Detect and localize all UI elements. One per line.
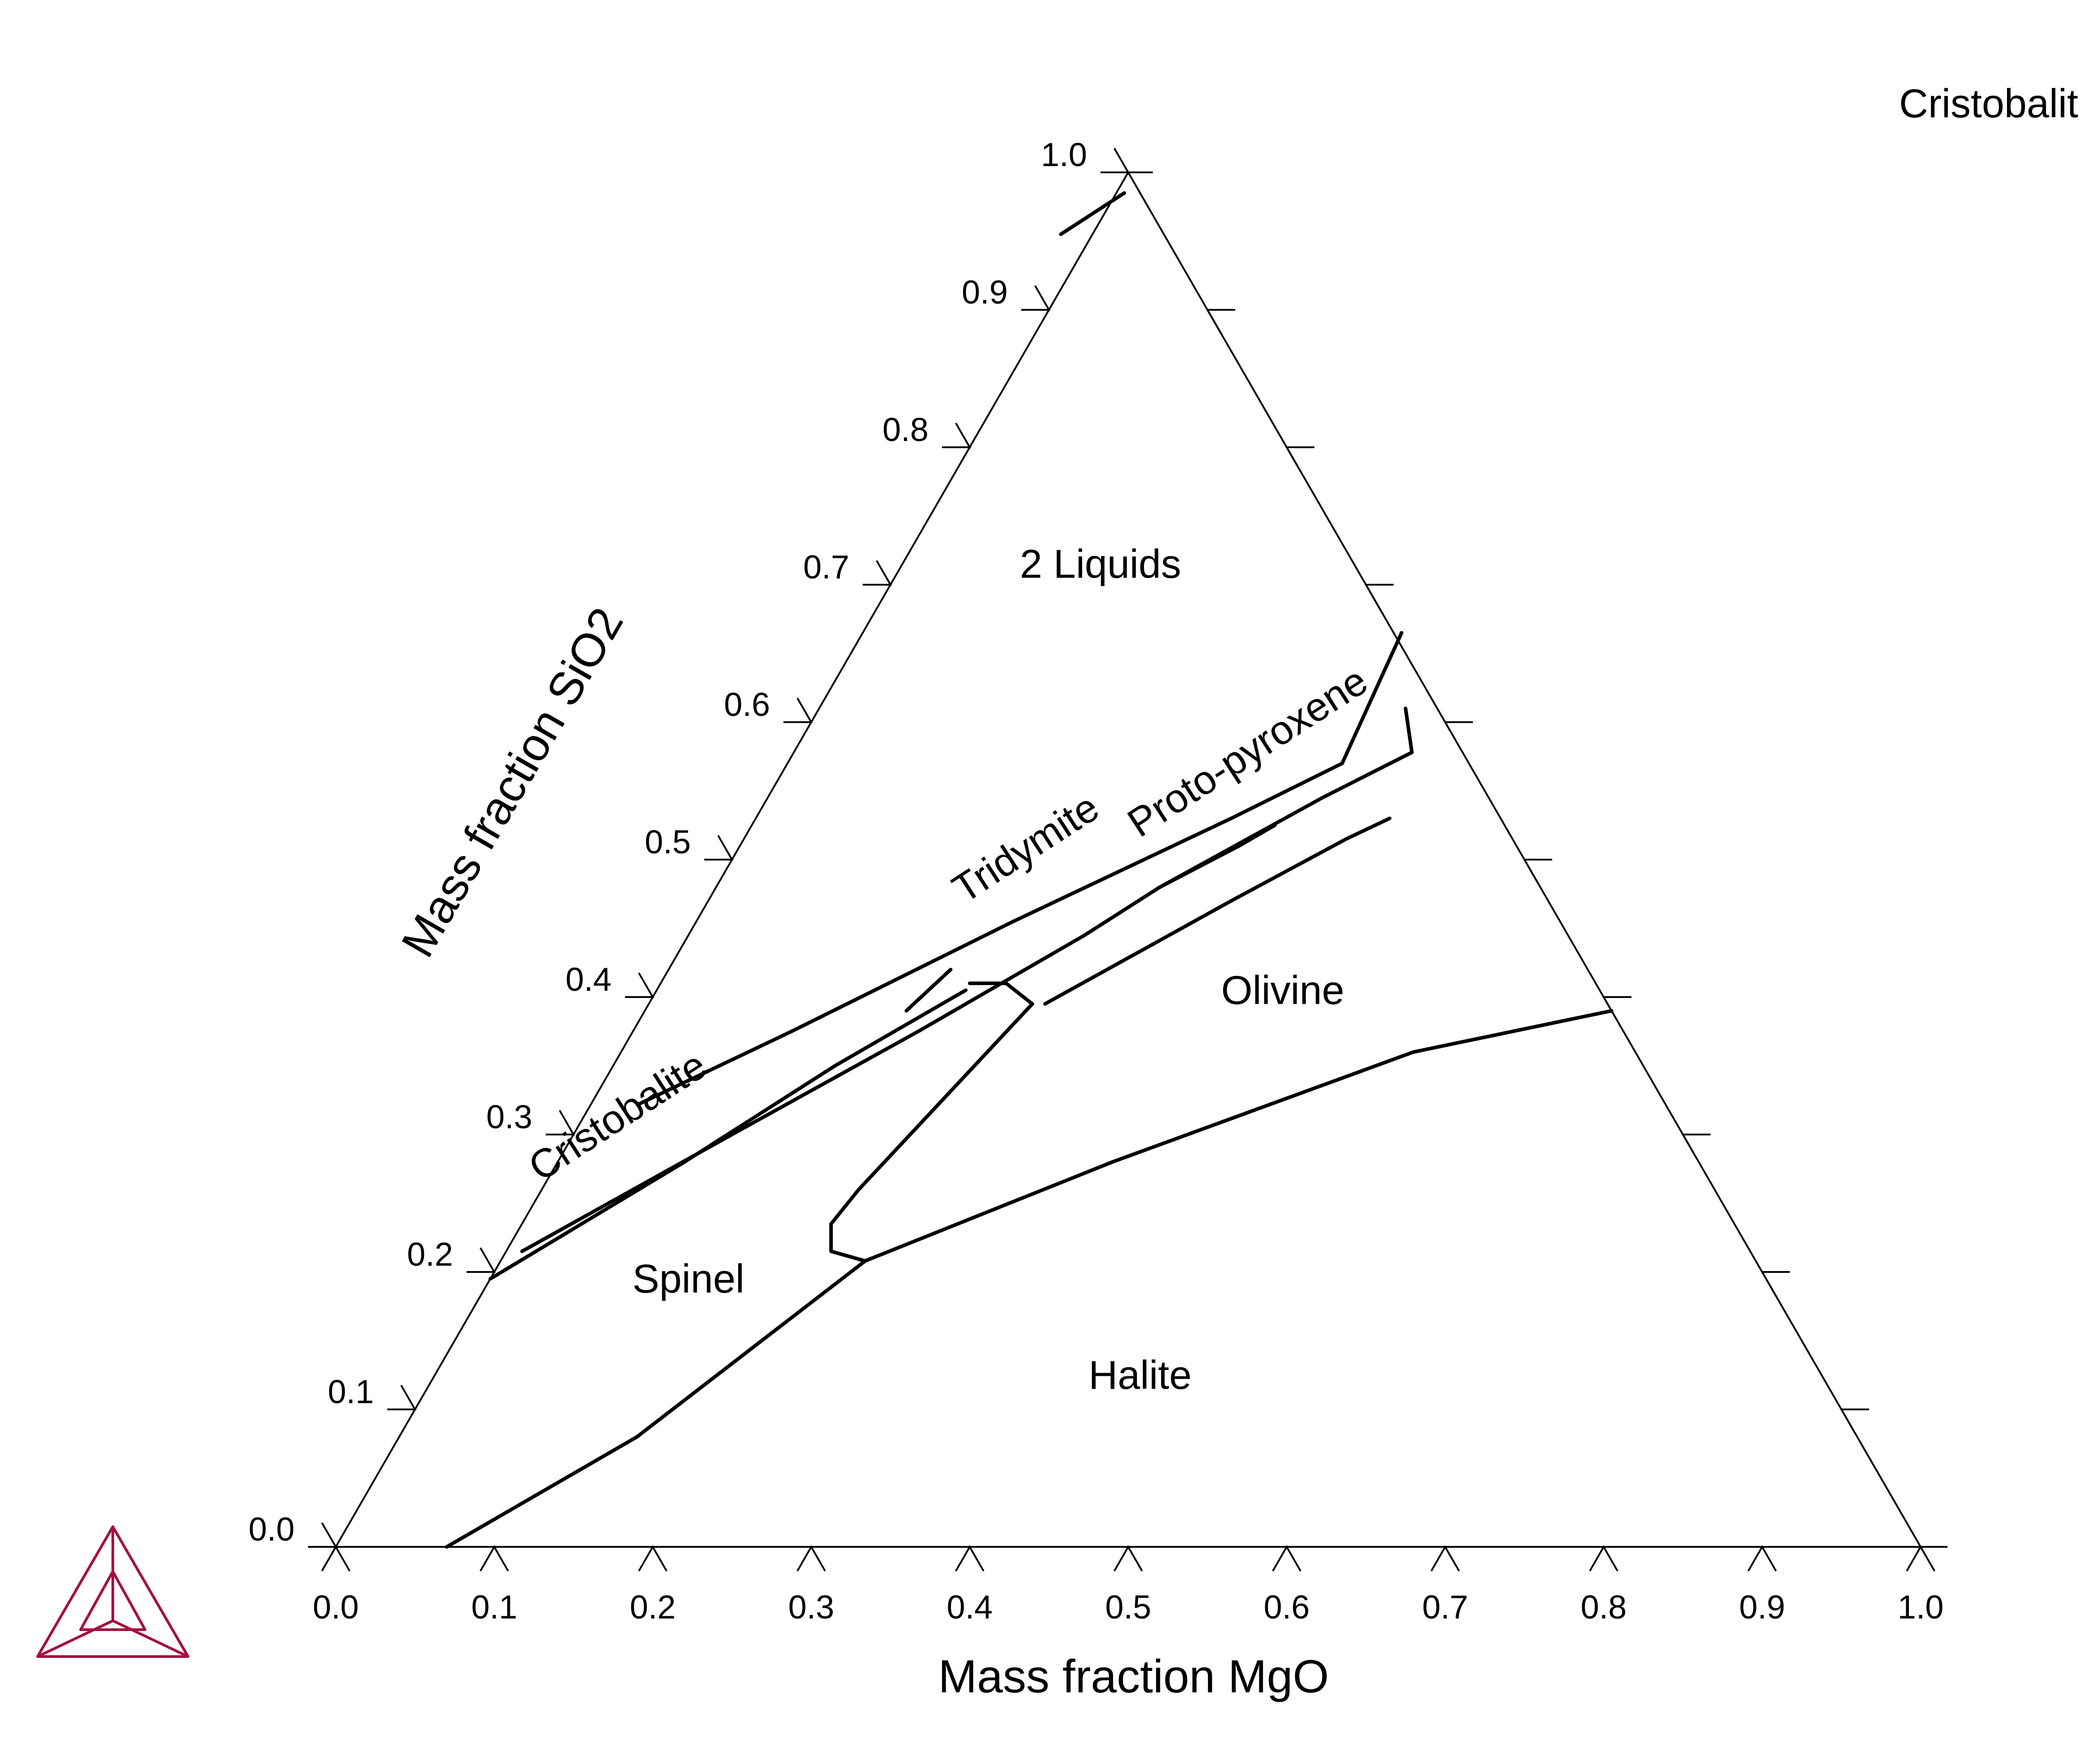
phase-boundary-tridymite-arrow — [904, 968, 953, 1013]
right-axis-tick — [1364, 584, 1394, 609]
phase-boundary-cristobalite-spinel — [488, 988, 968, 1281]
y-axis-tick — [625, 972, 655, 998]
y-tick-label: 0.2 — [407, 1236, 453, 1273]
x-axis-tick — [955, 1545, 984, 1571]
x-tick-label: 0.7 — [1422, 1588, 1468, 1626]
x-tick-label: 0.1 — [471, 1588, 518, 1626]
phase-boundary-liquid-miscibility-gap — [637, 631, 1404, 1106]
y-tick-label: 0.1 — [328, 1373, 374, 1410]
region-label: Cristobalite — [521, 1043, 715, 1190]
y-tick-label: 0.4 — [565, 961, 612, 998]
region-label: Olivine — [1221, 968, 1344, 1013]
right-axis-tick — [1523, 859, 1552, 884]
right-axis-tick — [1285, 446, 1314, 472]
x-tick-label: 0.2 — [630, 1588, 676, 1626]
x-axis-tick — [321, 1545, 351, 1571]
region-label: 2 Liquids — [1020, 542, 1181, 587]
diagram-frame — [311, 170, 1947, 1548]
phase-boundary-halite-boundary — [445, 1009, 1613, 1549]
right-axis-tick — [1206, 309, 1235, 334]
x-tick-label: 0.4 — [947, 1588, 993, 1626]
y-axis-tick — [546, 1110, 575, 1135]
y-axis-tick — [1021, 285, 1051, 311]
phase-boundary-olivine-spinel — [829, 1002, 1034, 1263]
y-axis-tick — [783, 698, 813, 723]
tick-labels: 0.0 0.0 0.1 0.1 0.2 0.2 0.3 0.3 0.4 0.4 0.5 0.5 0.6 0… — [248, 136, 1943, 1626]
phase-boundary-tridymite-protopyroxene — [520, 823, 1277, 1253]
region-label: Cristobalite — [1899, 81, 2080, 126]
x-tick-label: 1.0 — [1898, 1588, 1944, 1626]
x-axis-tick — [1272, 1545, 1301, 1571]
y-tick-label: 1.0 — [1041, 136, 1087, 173]
y-axis-tick — [863, 560, 892, 586]
x-axis-tick — [796, 1545, 826, 1571]
x-axis-tick — [1430, 1545, 1460, 1571]
x-axis-title: Mass fraction MgO — [938, 1651, 1329, 1703]
right-axis-tick — [1760, 1271, 1790, 1297]
region-label: Halite — [1089, 1353, 1192, 1398]
right-axis-tick — [1443, 721, 1473, 747]
y-tick-label: 0.0 — [248, 1511, 295, 1548]
triangle-frame — [334, 170, 1922, 1548]
y-axis-tick — [1100, 148, 1130, 173]
x-tick-label: 0.6 — [1264, 1588, 1310, 1626]
phase-boundary-protopyroxene-tip — [968, 981, 1034, 1006]
phase-boundary-protopyroxene-olivine-upper — [1158, 706, 1414, 889]
phase-region-labels: Cristobalite 2 Liquids TridymiteProto-pyro… — [521, 81, 2080, 1398]
region-label: Proto-pyroxene — [1120, 658, 1376, 846]
y-axis-tick — [704, 835, 734, 861]
y-axis-title: Mass fraction SiO2 — [392, 599, 633, 966]
y-axis-tick — [308, 1522, 338, 1548]
thermo-logo-icon — [36, 1525, 189, 1658]
region-label: Tridymite — [945, 785, 1107, 912]
y-tick-label: 0.7 — [803, 548, 849, 586]
y-tick-label: 0.8 — [882, 411, 929, 448]
y-axis-tick — [942, 423, 972, 448]
y-tick-label: 0.5 — [645, 823, 691, 861]
x-tick-label: 0.8 — [1581, 1588, 1627, 1626]
y-tick-label: 0.6 — [724, 686, 770, 723]
y-axis-tick — [467, 1247, 496, 1273]
right-axis-tick — [1840, 1409, 1869, 1434]
x-tick-label: 0.3 — [788, 1588, 835, 1626]
y-tick-label: 0.9 — [962, 274, 1008, 311]
x-tick-label: 0.9 — [1739, 1588, 1785, 1626]
x-axis-tick — [1589, 1545, 1618, 1571]
right-axis-tick — [1602, 996, 1631, 1022]
y-tick-label: 0.3 — [486, 1098, 532, 1135]
x-axis-tick — [1906, 1545, 1935, 1571]
x-axis-tick — [479, 1545, 509, 1571]
phase-boundary-cristobalite-apex — [1059, 191, 1126, 236]
x-tick-label: 0.0 — [313, 1588, 359, 1626]
x-axis-tick — [1113, 1545, 1143, 1571]
right-axis-tick — [1681, 1134, 1711, 1159]
phase-boundary-protopyroxene-olivine-lower — [1043, 816, 1392, 1006]
y-axis-tick — [387, 1385, 417, 1410]
region-label: Spinel — [633, 1257, 745, 1302]
phase-boundaries — [445, 191, 1613, 1549]
axis-ticks — [308, 148, 1935, 1571]
x-tick-label: 0.5 — [1105, 1588, 1151, 1626]
x-axis-tick — [1747, 1545, 1777, 1571]
x-axis-tick — [638, 1545, 668, 1571]
